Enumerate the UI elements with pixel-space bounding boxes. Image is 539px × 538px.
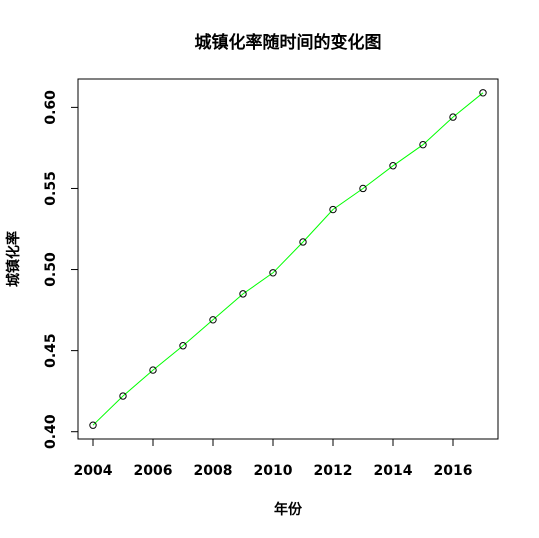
chart-title: 城镇化率随时间的变化图 [195,32,382,53]
y-tick-label: 0.40 [43,414,59,449]
data-point [299,238,307,246]
y-tick-label: 0.55 [43,171,59,206]
data-point [419,140,427,149]
data-point [359,184,367,193]
x-tick-label: 2016 [434,463,473,479]
x-tick-label: 2014 [374,463,413,479]
x-tick-label: 2008 [194,463,233,479]
y-axis: 0.40 0.45 0.50 0.55 0.60 [43,90,78,449]
data-points [89,89,487,429]
data-point [389,162,397,170]
data-point [479,89,487,97]
y-tick-label: 0.45 [43,333,59,368]
y-axis-label: 城镇化率 [5,231,22,287]
data-point [449,113,457,121]
data-point [149,366,157,374]
series-line [92,92,484,426]
data-point [239,290,247,298]
data-point [269,269,277,277]
x-axis: 2004 2006 2008 2010 2012 2014 2016 [74,439,473,479]
data-point [119,392,127,400]
data-point [179,342,187,350]
data-point [89,421,97,429]
y-tick-label: 0.60 [43,90,59,125]
x-tick-label: 2012 [314,463,353,479]
x-axis-label: 年份 [274,501,303,518]
data-point [329,205,337,214]
y-tick-label: 0.50 [43,252,59,287]
x-tick-label: 2006 [134,463,173,479]
x-tick-label: 2004 [74,463,113,479]
x-tick-label: 2010 [254,463,293,479]
data-point [209,316,217,324]
plot-frame [77,78,499,440]
